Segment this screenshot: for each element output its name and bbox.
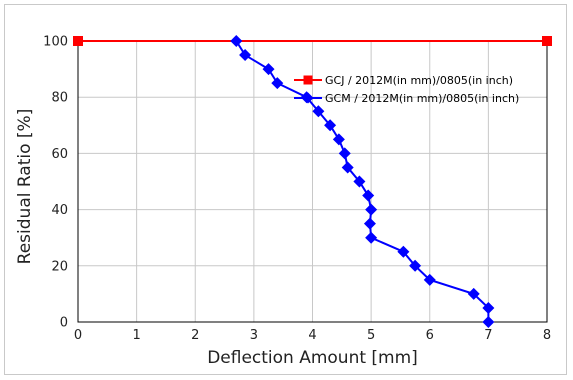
data-point <box>312 105 325 118</box>
legend-label: GCJ / 2012M(in mm)/0805(in inch) <box>325 74 513 87</box>
y-tick-label: 20 <box>51 259 68 274</box>
y-tick-label: 40 <box>51 203 68 218</box>
legend-label: GCM / 2012M(in mm)/0805(in inch) <box>325 92 519 105</box>
data-point <box>409 259 422 272</box>
x-tick-label: 4 <box>308 328 316 343</box>
data-point <box>73 36 83 46</box>
x-tick-label: 3 <box>250 328 258 343</box>
data-point <box>230 35 243 47</box>
data-point <box>467 287 480 300</box>
data-point <box>341 161 354 174</box>
data-point <box>271 77 284 90</box>
y-axis-label: Residual Ratio [%] <box>15 109 35 265</box>
legend-marker <box>302 92 314 104</box>
x-tick-label: 6 <box>426 328 434 343</box>
data-point <box>363 217 376 230</box>
data-point <box>353 175 366 188</box>
data-point <box>482 316 495 328</box>
x-tick-label: 7 <box>484 328 492 343</box>
data-point <box>324 119 337 132</box>
legend: GCJ / 2012M(in mm)/0805(in inch) GCM / 20… <box>294 74 519 105</box>
x-tick-label: 8 <box>543 328 551 343</box>
legend-marker <box>303 75 313 85</box>
x-tick-label: 5 <box>367 328 375 343</box>
data-point <box>338 147 351 160</box>
y-tick-label: 60 <box>51 147 68 162</box>
x-tick-label: 1 <box>132 328 140 343</box>
data-point <box>239 49 252 62</box>
chart-frame <box>4 4 567 375</box>
x-axis-label: Deflection Amount [mm] <box>207 348 418 368</box>
series-1 <box>230 35 495 328</box>
data-point <box>365 203 378 216</box>
data-point <box>262 63 275 76</box>
data-point <box>365 231 378 244</box>
y-tick-label: 100 <box>43 35 68 50</box>
data-point <box>542 36 552 46</box>
x-tick-label: 0 <box>74 328 82 343</box>
y-tick-label: 0 <box>60 316 68 331</box>
series-group <box>73 35 552 328</box>
y-tick-label: 80 <box>51 91 68 106</box>
data-point <box>423 273 436 286</box>
data-point <box>332 133 345 146</box>
series-0 <box>73 36 552 46</box>
data-point <box>482 301 495 314</box>
data-point <box>362 189 375 202</box>
x-tick-label: 2 <box>191 328 199 343</box>
data-point <box>397 245 410 258</box>
